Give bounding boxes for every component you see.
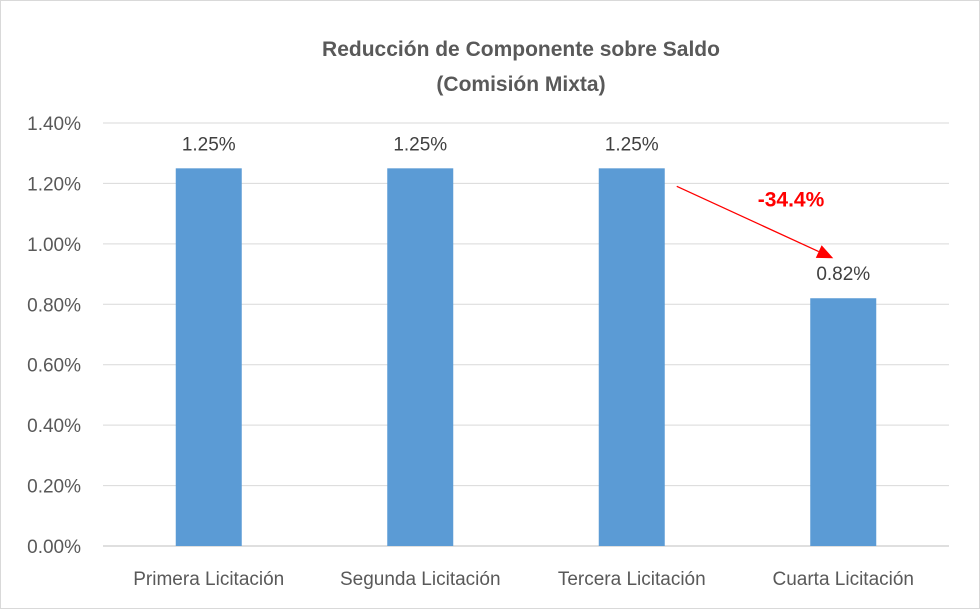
y-tick-label: 0.40% bbox=[27, 416, 81, 437]
bars bbox=[175, 168, 877, 547]
y-tick-label: 1.40% bbox=[27, 114, 81, 135]
gridlines bbox=[103, 122, 949, 547]
data-label: 1.25% bbox=[182, 134, 236, 155]
data-label: 0.82% bbox=[816, 264, 870, 285]
x-tick-label: Cuarta Licitación bbox=[772, 569, 914, 590]
bar bbox=[387, 168, 454, 547]
x-tick-label: Segunda Licitación bbox=[340, 569, 501, 590]
x-tick-label: Primera Licitación bbox=[133, 569, 284, 590]
data-label: 1.25% bbox=[393, 134, 447, 155]
trend-arrow bbox=[676, 185, 819, 253]
x-tick-label: Tercera Licitación bbox=[558, 569, 706, 590]
y-axis-ticks: 0.00% 0.20% 0.40% 0.60% 0.80% 1.00% 1.20% 1.40% bbox=[27, 114, 81, 558]
y-tick-label: 1.00% bbox=[27, 235, 81, 256]
arrow-head-icon bbox=[815, 245, 834, 259]
y-tick-label: 1.20% bbox=[27, 174, 81, 195]
y-tick-label: 0.80% bbox=[27, 295, 81, 316]
data-label: 1.25% bbox=[605, 134, 659, 155]
bar bbox=[598, 168, 665, 547]
y-tick-label: 0.20% bbox=[27, 477, 81, 498]
bar bbox=[175, 168, 242, 547]
chart-subtitle: (Comisión Mixta) bbox=[436, 73, 605, 96]
x-axis-ticks: Primera Licitación Segunda Licitación Terc… bbox=[133, 569, 914, 590]
bar bbox=[810, 298, 877, 546]
data-labels: 1.25% 1.25% 1.25% 0.82% bbox=[182, 134, 870, 285]
y-tick-label: 0.00% bbox=[27, 537, 81, 558]
y-tick-label: 0.60% bbox=[27, 356, 81, 377]
change-annotation: -34.4% bbox=[758, 188, 825, 211]
annotation: -34.4% bbox=[676, 185, 834, 259]
chart-title: Reducción de Componente sobre Saldo bbox=[322, 38, 720, 61]
